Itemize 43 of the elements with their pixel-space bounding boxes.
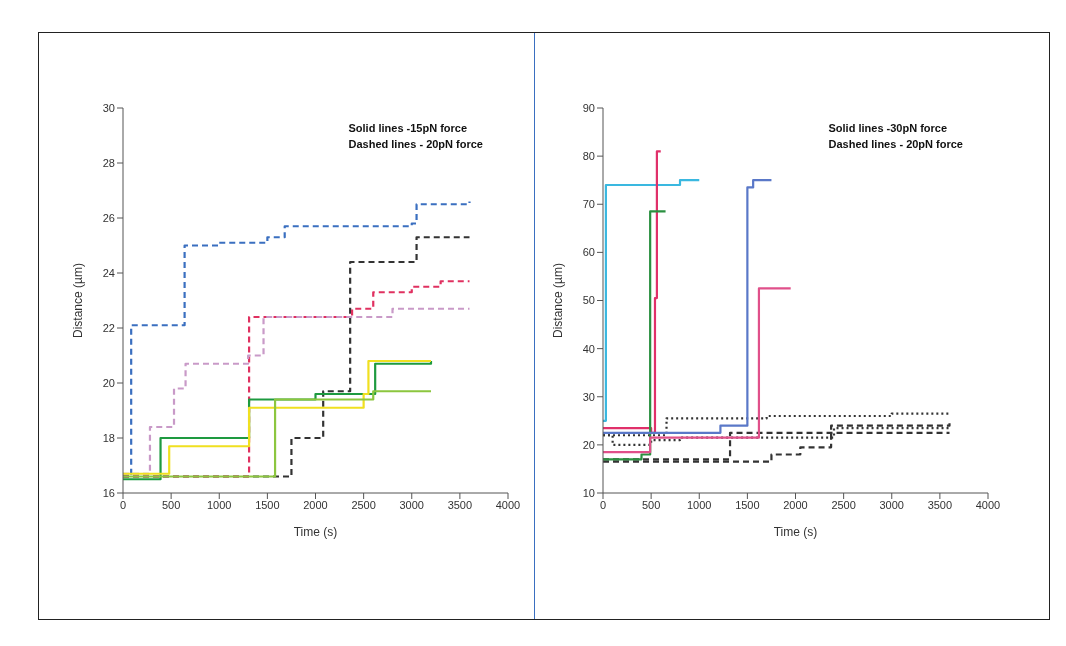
y-tick-label: 10 [582,486,595,499]
x-tick-label: 2000 [303,498,328,511]
x-tick-label: 4000 [975,498,1001,511]
annotation: Solid lines -15pN force [348,121,469,136]
y-tick-label: 28 [102,156,115,169]
x-axis-title: Time (s) [293,525,338,539]
y-tick-label: 26 [102,211,115,224]
y-tick-label: 16 [102,486,115,499]
x-tick-label: 0 [119,498,127,511]
x-tick-label: 3000 [879,498,904,511]
y-tick-label: 90 [582,101,595,114]
y-tick-label: 80 [582,150,595,163]
x-tick-label: 2500 [831,498,856,511]
y-axis-title: Distance (µm) [551,263,566,338]
y-tick-label: 50 [582,294,595,307]
y-tick-label: 22 [102,321,115,334]
annotation: Dashed lines - 20pN force [828,137,963,152]
y-tick-label: 60 [582,246,595,259]
x-tick-label: 1500 [255,498,280,511]
x-tick-label: 3500 [447,498,473,511]
x-tick-label: 3000 [399,498,424,511]
y-tick-label: 18 [102,431,115,444]
x-tick-label: 2000 [783,498,808,511]
x-tick-label: 1500 [735,498,760,511]
y-tick-label: 30 [102,101,115,114]
x-tick-label: 3500 [927,498,953,511]
y-tick-label: 20 [102,376,115,389]
y-tick-label: 30 [582,390,595,403]
x-tick-label: 500 [641,498,661,511]
y-tick-label: 40 [582,342,595,355]
x-tick-label: 2500 [351,498,376,511]
x-tick-label: 4000 [495,498,521,511]
annotation: Solid lines -30pN force [828,121,949,136]
x-tick-label: 0 [599,498,607,511]
x-axis-title: Time (s) [773,525,818,539]
y-tick-label: 70 [582,198,595,211]
x-tick-label: 1000 [207,498,232,511]
annotation: Dashed lines - 20pN force [348,137,483,152]
y-axis-title: Distance (µm) [71,263,86,338]
y-tick-label: 20 [582,438,595,451]
x-tick-label: 500 [161,498,181,511]
y-tick-label: 24 [102,266,115,279]
x-tick-label: 1000 [687,498,712,511]
